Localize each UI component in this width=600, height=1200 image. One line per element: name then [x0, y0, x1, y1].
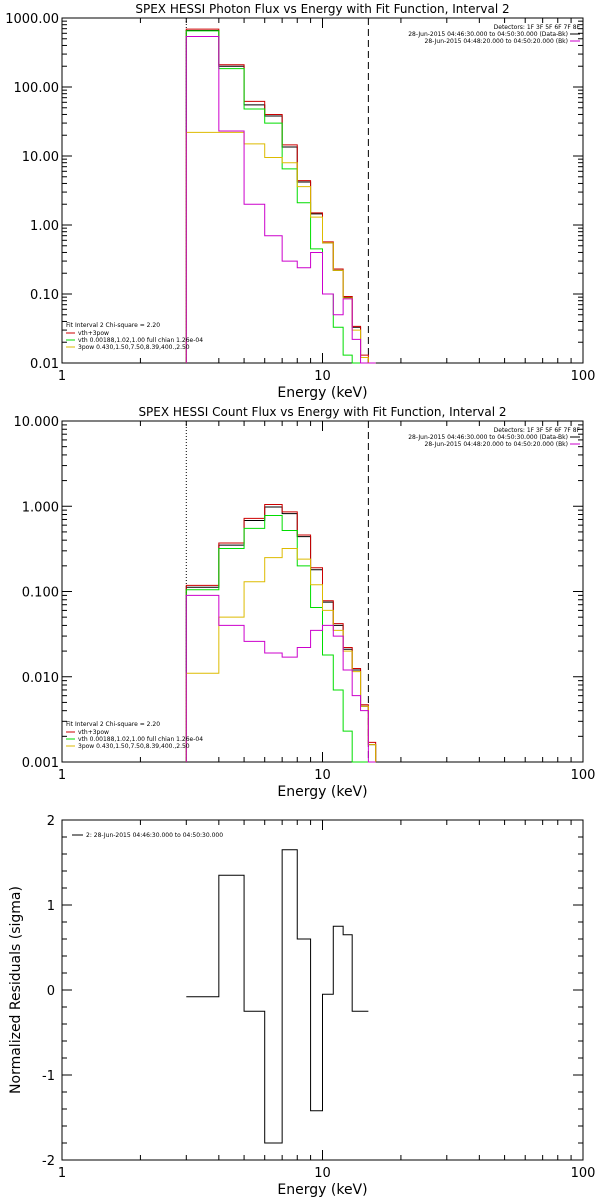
fit-components: vth+3pow — [78, 729, 109, 736]
header-data-interval: 28-Jun-2015 04:46:30.000 to 04:50:30.000… — [408, 434, 568, 441]
x-axis-label: Energy (keV) — [277, 385, 367, 401]
y-axis-label: Normalized Residuals (sigma) — [8, 886, 24, 1094]
header-data-interval: 28-Jun-2015 04:46:30.000 to 04:50:30.000… — [408, 31, 568, 38]
y-tick-label: 0.010 — [22, 671, 59, 686]
x-tick-label: 1 — [58, 1166, 66, 1181]
x-tick-label: 10 — [314, 1166, 331, 1181]
x-tick-label: 100 — [571, 768, 596, 783]
y-tick-label: 10.000 — [14, 415, 60, 430]
y-tick-label: 1.000 — [22, 500, 59, 515]
fit-info-line: Fit Interval 2 Chi-square = 2.20 — [66, 721, 160, 728]
series-vth-3pow-2 — [185, 503, 377, 762]
fit-3pow-params: 3pow 0.430,1.50,7.50,8.39,400.,2.50 — [78, 344, 190, 351]
y-tick-label: 0.10 — [30, 288, 59, 303]
series-vth-1 — [185, 30, 376, 364]
header-detectors: Detectors: 1F 3F 5F 6F 7F 8F — [494, 24, 581, 31]
y-tick-label: 0 — [47, 984, 55, 999]
series-bk-1 — [185, 35, 376, 364]
plot-frame-1 — [61, 17, 584, 364]
fit-vth-params: vth 0.00188,1.02,1.00 full chian 1.26e-0… — [78, 736, 203, 743]
series-3pow-1 — [185, 131, 376, 364]
residuals-legend: 2: 28-Jun-2015 04:46:30.000 to 04:50:30.… — [86, 832, 223, 839]
x-tick-label: 100 — [571, 1166, 596, 1181]
y-tick-label: 1 — [47, 899, 55, 914]
fit-vth-params: vth 0.00188,1.02,1.00 full chian 1.26e-0… — [78, 337, 203, 344]
header-detectors: Detectors: 1F 3F 5F 6F 7F 8F — [494, 427, 581, 434]
y-tick-label: 2 — [47, 814, 55, 829]
fit-components: vth+3pow — [78, 330, 109, 337]
series-bk-2 — [185, 594, 376, 763]
x-tick-label: 1 — [58, 369, 66, 384]
y-tick-label: 1.00 — [30, 219, 59, 234]
series-vth-3pow-1 — [185, 28, 376, 364]
x-tick-label: 1 — [58, 768, 66, 783]
series-data-1 — [185, 29, 376, 364]
y-tick-label: -2 — [42, 1154, 55, 1169]
y-tick-label: 0.01 — [30, 357, 59, 372]
x-tick-label: 100 — [571, 369, 596, 384]
series-3pow-2 — [185, 547, 377, 762]
header-bk-interval: 28-Jun-2015 04:48:20.000 to 04:50:20.000… — [425, 38, 568, 45]
x-tick-label: 10 — [314, 369, 331, 384]
series-data-2 — [185, 506, 377, 762]
fit-3pow-params: 3pow 0.430,1.50,7.50,8.39,400.,2.50 — [78, 743, 190, 750]
series-vth-2 — [185, 514, 376, 763]
y-tick-label: 10.00 — [22, 150, 59, 165]
y-tick-label: -1 — [42, 1069, 55, 1084]
chart-title-1: SPEX HESSI Photon Flux vs Energy with Fi… — [135, 2, 509, 16]
y-tick-label: 1000.00 — [5, 12, 59, 27]
series-residuals-3 — [186, 849, 369, 1144]
x-axis-label: Energy (keV) — [277, 1182, 367, 1198]
y-tick-label: 0.100 — [22, 586, 59, 601]
chart-title-2: SPEX HESSI Count Flux vs Energy with Fit… — [138, 405, 506, 419]
x-axis-label: Energy (keV) — [277, 784, 367, 800]
y-tick-label: 0.001 — [22, 756, 59, 771]
y-tick-label: 100.00 — [14, 81, 60, 96]
header-bk-interval: 28-Jun-2015 04:48:20.000 to 04:50:20.000… — [425, 441, 568, 448]
x-tick-label: 10 — [314, 768, 331, 783]
fit-info-line: Fit Interval 2 Chi-square = 2.20 — [66, 322, 160, 329]
